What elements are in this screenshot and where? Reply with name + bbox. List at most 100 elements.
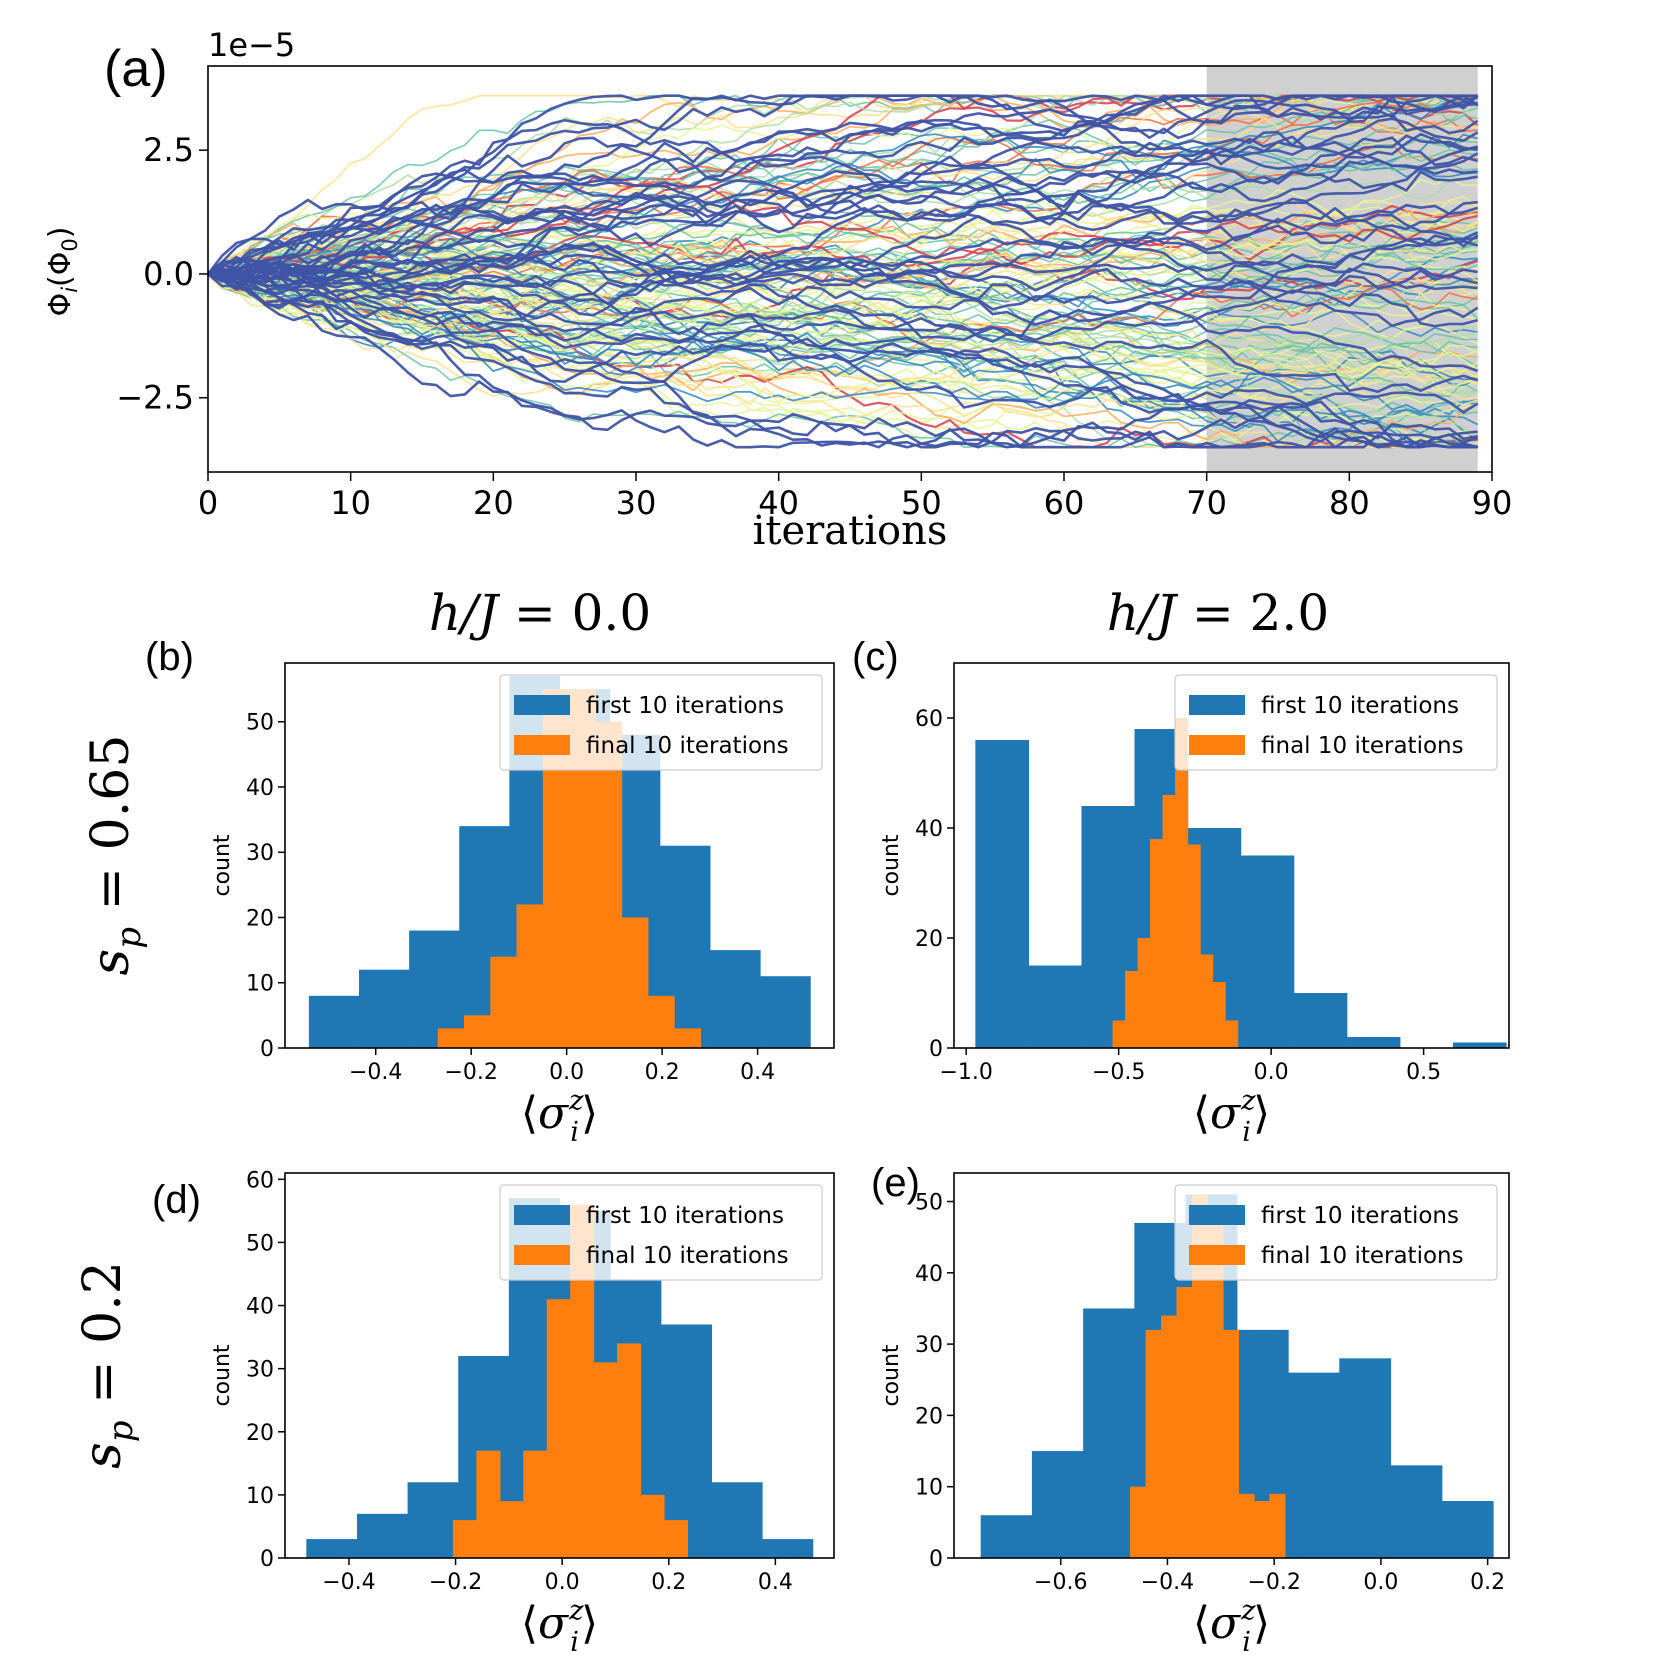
- x-axis-label-open: ⟨: [521, 1598, 538, 1649]
- histogram-bar: [1339, 1358, 1392, 1558]
- legend-box: [1174, 674, 1498, 771]
- x-tick-label: −0.2: [429, 1570, 482, 1595]
- histogram-bar: [516, 904, 544, 1048]
- trajectory-line: [207, 204, 1479, 288]
- trajectory-line: [207, 134, 1478, 281]
- x-tick-label: 0: [198, 484, 218, 522]
- y-tick-label: 30: [246, 841, 274, 866]
- x-axis-label-close: ⟩: [581, 1088, 598, 1139]
- histogram-bar: [1212, 982, 1226, 1048]
- legend-swatch-final: [1189, 1245, 1245, 1265]
- y-tick-label: 0: [929, 1037, 943, 1062]
- trajectory-line: [207, 136, 1479, 310]
- legend-label-final: final 10 iterations: [1261, 1243, 1464, 1269]
- trajectory-line: [207, 260, 1479, 343]
- column-title-eq: =: [1176, 584, 1250, 642]
- histogram-bar: [499, 1501, 524, 1558]
- histogram-bar: [1125, 971, 1139, 1048]
- histogram-bar: [1192, 1194, 1209, 1558]
- histogram-bar: [1200, 954, 1214, 1048]
- legend-swatch-final: [1189, 735, 1245, 755]
- histogram-bar: [975, 740, 1030, 1048]
- trajectory-line: [207, 266, 1479, 414]
- row-title-lhs: s: [73, 1442, 133, 1469]
- histogram-bar: [1176, 1287, 1193, 1558]
- y-tick-label: 50: [246, 711, 274, 736]
- x-axis-label-sub: i: [570, 1627, 579, 1658]
- histogram-bar: [1162, 795, 1176, 1048]
- column-title-rhs: 2.0: [1250, 584, 1330, 642]
- x-axis-label-sigma: σ: [1210, 1598, 1242, 1649]
- x-tick-label: 0.4: [740, 1060, 775, 1085]
- y-axis-label: count: [879, 834, 904, 896]
- panel-label-d: (d): [152, 1178, 201, 1222]
- first-iterations-bars: [975, 729, 1507, 1048]
- y-tick-label: 40: [915, 1262, 943, 1287]
- x-tick-label: 70: [1186, 484, 1227, 522]
- histogram-bar: [711, 1482, 763, 1558]
- panel-label-e: (e): [871, 1161, 920, 1205]
- y-tick-label: 30: [915, 1333, 943, 1358]
- histogram-bar: [617, 1343, 642, 1558]
- y-axis-label: Φi(Φ0): [43, 227, 82, 317]
- histogram-bar: [1288, 1372, 1340, 1558]
- x-tick-label: 60: [1044, 484, 1085, 522]
- histogram-bar: [546, 1299, 571, 1558]
- trajectory-line: [207, 152, 1479, 276]
- column-title-eq: =: [498, 584, 572, 642]
- trajectory-line: [207, 95, 1478, 276]
- x-tick-label: 30: [616, 484, 657, 522]
- trajectory-line: [207, 259, 1478, 417]
- histogram-bar: [663, 1520, 689, 1558]
- x-tick-label: 0.0: [549, 1060, 584, 1085]
- legend-box: [499, 1184, 823, 1281]
- legend: first 10 iterations final 10 iterations: [499, 1184, 823, 1281]
- y-axis-label-paren-sub: 0: [58, 238, 82, 251]
- histogram-bar: [464, 1015, 491, 1048]
- trajectory-line: [207, 273, 1479, 375]
- histogram-bar: [358, 969, 410, 1048]
- histogram-bar: [1240, 855, 1295, 1048]
- x-tick-label: 0.0: [545, 1570, 580, 1595]
- trajectory-line: [207, 94, 1478, 275]
- histogram-bar: [523, 1450, 548, 1558]
- x-axis-label: iterations: [753, 508, 948, 554]
- histogram-bar: [1225, 1020, 1239, 1048]
- histogram-bar: [762, 1539, 814, 1558]
- y-axis-label: count: [210, 1344, 235, 1406]
- histogram-bar: [1222, 1329, 1240, 1558]
- x-axis-label-open: ⟨: [521, 1088, 538, 1139]
- legend-swatch-first: [514, 695, 570, 715]
- trajectory-line: [207, 94, 1479, 277]
- histogram-bar: [593, 1362, 618, 1558]
- trajectory-line: [207, 268, 1479, 436]
- histogram-bar: [1269, 1493, 1286, 1558]
- x-tick-label: 10: [330, 484, 371, 522]
- x-axis-label-open: ⟨: [1193, 1598, 1210, 1649]
- x-axis-label-sup: z: [568, 1596, 584, 1627]
- y-tick-label: 40: [246, 776, 274, 801]
- histogram-bar: [356, 1513, 409, 1558]
- x-axis-label-sub: i: [1242, 1117, 1251, 1148]
- histogram-bar: [1161, 1315, 1178, 1558]
- legend-swatch-first: [1189, 695, 1245, 715]
- x-tick-label: 0.2: [645, 1060, 680, 1085]
- trajectory-line: [207, 94, 1479, 280]
- trajectory-line: [207, 272, 1478, 449]
- y-tick-label: 40: [915, 817, 943, 842]
- y-tick-label: 10: [915, 1476, 943, 1501]
- legend-label-final: final 10 iterations: [586, 1243, 789, 1269]
- x-tick-label: 80: [1329, 484, 1370, 522]
- trajectory-line: [207, 264, 1479, 373]
- histogram-bar: [1441, 1500, 1494, 1558]
- legend-label-final: final 10 iterations: [586, 733, 789, 759]
- column-title-2: h/J = 2.0: [1107, 584, 1329, 642]
- y-offset-label: 1e−5: [208, 26, 295, 64]
- histogram-bar: [647, 995, 675, 1048]
- trajectory-line: [207, 272, 1479, 449]
- histogram-bar: [1452, 1042, 1507, 1048]
- x-axis-label-sub: i: [1242, 1627, 1251, 1658]
- x-axis-label-sup: z: [1240, 1596, 1256, 1627]
- x-tick-label: −0.2: [1247, 1570, 1300, 1595]
